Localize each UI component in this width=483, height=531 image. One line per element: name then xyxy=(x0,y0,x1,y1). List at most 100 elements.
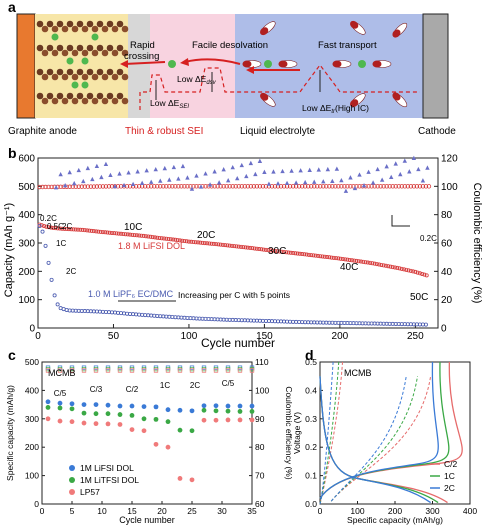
b-ann-1c: 1C xyxy=(56,239,66,248)
ce-point-lifsi xyxy=(290,184,296,189)
capacity-point-0 xyxy=(105,402,111,408)
charge-curve-2C xyxy=(319,361,439,499)
capacity-point-lifsi xyxy=(284,250,289,255)
capacity-point-lifsi xyxy=(139,233,144,238)
capacity-point-lifsi xyxy=(134,233,139,238)
ce-point-lifsi xyxy=(176,184,181,189)
ce-point-lifsi xyxy=(179,184,184,189)
graphite-atom xyxy=(91,73,99,81)
capacity-point-lifsi xyxy=(107,230,112,235)
ce-point-lifsi xyxy=(236,184,241,189)
ce-point-lifsi xyxy=(396,184,401,189)
b-ann-05c: 0.5C xyxy=(47,222,64,231)
ce-point-lipf6 xyxy=(53,185,59,190)
ce-point-lifsi xyxy=(272,184,278,189)
ce-point-lipf6 xyxy=(81,178,86,184)
ce-point-lipf6 xyxy=(407,169,412,174)
capacity-point-lifsi xyxy=(397,266,402,271)
capacity-point-lifsi xyxy=(119,231,124,236)
capacity-point-lifsi xyxy=(146,234,151,239)
capacity-point-2 xyxy=(225,417,231,423)
ce-point-lifsi xyxy=(161,184,166,189)
ce-point-lifsi xyxy=(245,184,251,189)
capacity-point-lifsi xyxy=(379,262,384,267)
ce-point-lipf6 xyxy=(176,176,181,181)
capacity-point-lifsi xyxy=(105,230,110,235)
ce-point-2 xyxy=(249,368,255,373)
graphite-atom xyxy=(121,73,129,81)
y2-tick-label: 80 xyxy=(255,442,265,452)
capacity-point-lifsi xyxy=(191,240,196,245)
capacity-point-0 xyxy=(165,407,171,413)
capacity-point-lifsi xyxy=(168,237,173,242)
ce-point-lifsi xyxy=(312,184,317,189)
capacity-point-lifsi xyxy=(80,227,85,232)
ce-point-lifsi xyxy=(76,184,81,189)
graphite-atom xyxy=(91,25,99,33)
ce-point-lipf6 xyxy=(275,181,281,186)
graphite-atom xyxy=(96,20,104,28)
y2-tick-label: 80 xyxy=(441,210,453,221)
ce-point-lipf6 xyxy=(121,182,127,188)
capacity-point-lifsi xyxy=(96,229,101,234)
capacity-point-2 xyxy=(105,421,111,427)
capacity-point-lifsi xyxy=(37,222,42,227)
solvent-molecules xyxy=(168,20,408,108)
graphite-atom xyxy=(46,44,54,52)
capacity-point-lifsi xyxy=(356,259,361,264)
ce-point-lipf6 xyxy=(420,178,426,183)
capacity-point-lipf6 xyxy=(43,243,48,248)
capacity-point-lifsi xyxy=(55,226,60,231)
x-tick-label: 30 xyxy=(217,506,227,516)
capacity-point-1 xyxy=(177,427,183,433)
graphite-atom xyxy=(121,49,129,57)
ce-point-lipf6 xyxy=(321,179,326,184)
graphite-atom xyxy=(106,92,114,100)
ce-point-lifsi xyxy=(348,184,353,189)
graphite-atom xyxy=(36,44,44,52)
panel-a-letter: a xyxy=(8,0,16,15)
ce-point-lipf6 xyxy=(135,169,140,174)
capacity-point-lifsi xyxy=(368,260,373,265)
capacity-point-lifsi xyxy=(202,241,207,246)
capacity-point-lifsi xyxy=(320,254,325,259)
graphite-atom xyxy=(66,44,74,52)
ce-point-lifsi xyxy=(336,184,341,189)
graphite-atom xyxy=(71,49,79,57)
ce-point-1 xyxy=(117,366,123,372)
capacity-point-2 xyxy=(189,477,195,483)
lithium-ion xyxy=(91,33,99,41)
capacity-point-lifsi xyxy=(404,267,409,272)
ce-point-lifsi xyxy=(227,184,232,189)
graphite-atom xyxy=(51,49,59,57)
capacity-point-1 xyxy=(249,409,255,414)
ce-point-lifsi xyxy=(393,184,398,189)
graphite-atom xyxy=(76,68,84,76)
capacity-point-lifsi xyxy=(162,236,167,241)
x-tick-label: 20 xyxy=(157,506,167,516)
ce-point-lipf6 xyxy=(149,179,154,184)
y-tick-label: 0.4 xyxy=(305,385,317,395)
capacity-point-lifsi xyxy=(109,230,114,235)
capacity-point-lifsi xyxy=(340,257,345,262)
y2-tick-label: 20 xyxy=(441,295,453,306)
y-tick-label: 0 xyxy=(29,324,35,335)
ce-point-lipf6 xyxy=(207,182,213,187)
capacity-point-lifsi xyxy=(402,267,407,272)
capacity-point-lifsi xyxy=(112,231,117,236)
ce-point-1 xyxy=(189,366,195,372)
ce-point-lipf6 xyxy=(117,171,122,176)
solvent-molecule xyxy=(392,22,408,38)
ce-point-2 xyxy=(57,368,63,373)
capacity-point-lifsi xyxy=(173,237,178,242)
x-tick-label: 200 xyxy=(388,506,402,516)
capacity-point-lifsi xyxy=(94,229,99,234)
ce-point-lipf6 xyxy=(139,180,145,185)
capacity-point-2 xyxy=(153,441,159,447)
capacity-point-lipf6 xyxy=(37,223,42,228)
panel-a: a Rapid crossing Facile desolvation Fast… xyxy=(8,0,456,137)
rate-label: C/3 xyxy=(90,385,103,394)
ce-point-lipf6 xyxy=(389,174,394,180)
capacity-point-lifsi xyxy=(282,250,287,255)
ce-point-lipf6 xyxy=(90,176,95,182)
